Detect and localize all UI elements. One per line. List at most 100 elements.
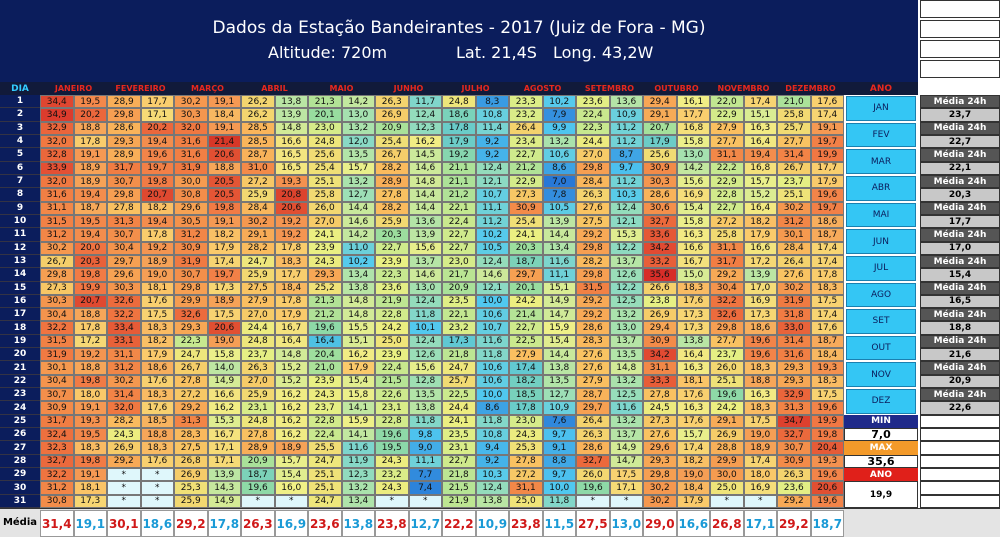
mean-24h-value: 23,7 [920,108,1000,122]
mean-label: Média [2,517,38,528]
temperature-cell: 17,5 [207,308,241,322]
month-header: DEZEMBRO [785,84,836,93]
temperature-cell: 31,7 [40,414,74,429]
temperature-cell: 33,4 [107,321,141,335]
temperature-cell: 18,9 [73,174,107,189]
temperature-cell: 13,6 [609,95,643,109]
temperature-cell: 13,8 [676,334,710,349]
mean-24h-value: 20,9 [920,374,1000,389]
temperature-cell: 18,3 [140,321,174,335]
temperature-cell: 19,6 [308,321,342,335]
temperature-cell: 18,3 [810,281,844,295]
temperature-cell: 25,1 [777,188,811,202]
temperature-cell: 32,6 [107,294,141,309]
mean-value: 29,2 [777,510,811,537]
temperature-cell: 22,4 [442,214,476,229]
temperature-cell: 15,1 [542,281,576,295]
temperature-cell: 16,4 [308,334,342,349]
temperature-cell: 11,6 [609,401,643,415]
temperature-cell: 13,8 [542,361,576,375]
temperature-cell: 17,6 [140,374,174,389]
temperature-cell: 19,6 [743,348,777,362]
month-button[interactable]: FEV [846,122,916,148]
temperature-cell: 31,7 [107,161,141,175]
temperature-cell: * [408,494,442,508]
temperature-cell: 24,2 [710,401,744,415]
month-button[interactable]: JAN [846,96,916,121]
month-button[interactable]: JUN [846,229,916,254]
temperature-cell: 22,4 [308,428,342,442]
temperature-cell: 18,7 [509,254,543,269]
temperature-cell: 28,6 [576,321,610,335]
temperature-cell: 24,1 [308,228,342,242]
temperature-cell: 19,2 [442,148,476,162]
temperature-cell: 15,7 [274,454,308,469]
month-button[interactable]: MAR [846,149,916,174]
day-number: 7 [0,174,40,189]
temperature-cell: 21,7 [442,268,476,282]
temperature-cell: 12,6 [609,268,643,282]
temperature-cell: 17,8 [442,121,476,135]
temperature-cell: 25,8 [308,188,342,202]
month-button[interactable]: MAI [846,202,916,228]
month-header: JULHO [461,84,490,93]
temperature-cell: 19,0 [140,268,174,282]
temperature-cell: 24,3 [308,254,342,269]
temperature-cell: 22,7 [442,228,476,242]
temperature-cell: 30,7 [777,441,811,455]
temperature-cell: 17,7 [810,161,844,175]
temperature-cell: 13,4 [542,241,576,255]
temperature-cell: 29,3 [107,134,141,149]
temperature-cell: 28,2 [576,254,610,269]
month-button[interactable]: SET [846,309,916,334]
mean-value: 13,0 [609,510,643,537]
temperature-cell: 25,9 [375,214,409,229]
temperature-cell: 19,2 [274,228,308,242]
temperature-cell: 32,0 [40,174,74,189]
month-button[interactable]: AGO [846,282,916,308]
temperature-cell: 18,9 [140,254,174,269]
temperature-cell: 16,2 [274,401,308,415]
temperature-cell: 21,8 [442,348,476,362]
month-button[interactable]: ABR [846,175,916,201]
temperature-cell: 14,9 [207,494,241,508]
temperature-cell: 12,8 [408,374,442,389]
temperature-cell: 10,6 [475,374,509,389]
temperature-cell: 31,3 [777,401,811,415]
temperature-cell: 19,8 [73,454,107,469]
mean-value: 31,4 [40,510,74,537]
temperature-cell: 13,5 [408,388,442,402]
temperature-cell: 16,3 [676,361,710,375]
temperature-cell: 26,4 [576,414,610,429]
temperature-cell: 13,9 [207,468,241,482]
temperature-cell: 31,3 [174,414,208,429]
month-button[interactable]: NOV [846,362,916,388]
temperature-cell: 30,7 [40,388,74,402]
mean-value: 23,8 [375,510,409,537]
temperature-cell: 11,2 [609,121,643,135]
temperature-cell: 19,8 [810,428,844,442]
temperature-cell: 18,4 [810,348,844,362]
temperature-cell: 17,5 [140,308,174,322]
temperature-cell: 17,5 [810,388,844,402]
temperature-cell: 17,9 [207,241,241,255]
temperature-cell: 30,2 [643,481,677,495]
temperature-cell: 7,6 [542,414,576,429]
month-button[interactable]: OUT [846,335,916,361]
month-header: JUNHO [393,84,424,93]
temperature-cell: 20,6 [207,321,241,335]
blank-cell [920,441,1000,455]
mean-24h-value: 17,7 [920,214,1000,229]
temperature-cell: 19,6 [375,428,409,442]
temperature-cell: 29,2 [576,294,610,309]
temperature-cell: 12,4 [609,201,643,215]
month-button[interactable]: JUL [846,255,916,281]
mean-24h-label: Média 24h [920,121,1000,135]
temperature-cell: 16,9 [743,294,777,309]
temperature-cell: 21,5 [442,481,476,495]
temperature-cell: 28,2 [375,201,409,215]
mean-24h-label: Média 24h [920,388,1000,402]
month-button[interactable]: DEZ [846,389,916,414]
temperature-cell: 19,1 [73,468,107,482]
